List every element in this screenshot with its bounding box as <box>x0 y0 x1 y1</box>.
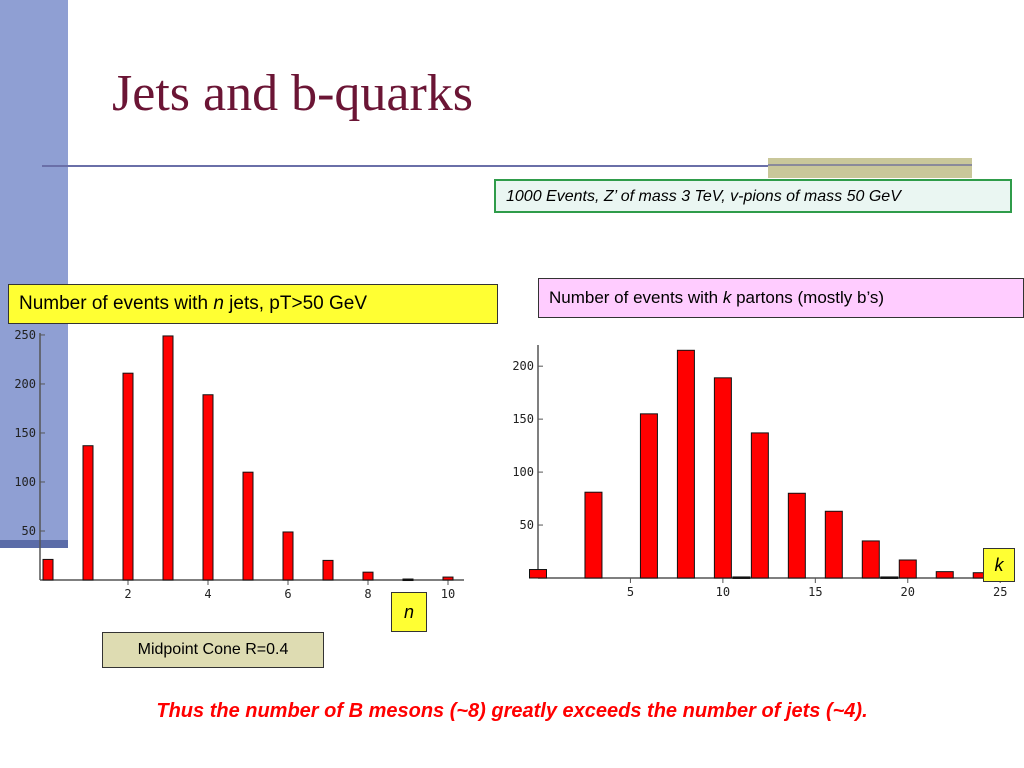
jets-bar <box>162 335 174 581</box>
partons-chart-label-prefix: Number of events with <box>549 288 723 307</box>
conclusion-text: Thus the number of B mesons (~8) greatly… <box>156 700 868 722</box>
event-info-box: 1000 Events, Z’ of mass 3 TeV, v-pions o… <box>494 179 1012 213</box>
left-accent-bar <box>0 0 68 548</box>
title-rule <box>42 165 972 167</box>
jets-bar <box>122 372 134 581</box>
partons-bar <box>880 576 899 579</box>
jets-y-tick-label: 200 <box>14 377 36 391</box>
partons-bar <box>713 377 732 579</box>
partons-bar <box>861 540 880 579</box>
jets-x-tick-label: 10 <box>441 587 455 601</box>
partons-y-tick-label: 100 <box>512 465 534 479</box>
partons-y-tick-label: 200 <box>512 359 534 373</box>
jets-y-tick-label: 100 <box>14 475 36 489</box>
k-axis-label: k <box>983 548 1015 582</box>
partons-chart-label-var: k <box>722 288 732 307</box>
jets-bar <box>362 571 374 581</box>
jets-bar <box>202 394 214 581</box>
partons-bar <box>639 413 658 579</box>
n-axis-label: n <box>391 592 427 632</box>
partons-chart-label: Number of events with k partons (mostly … <box>538 278 1024 318</box>
partons-bar <box>935 571 954 579</box>
jets-y-tick-label: 50 <box>22 524 36 538</box>
jets-y-tick-label: 150 <box>14 426 36 440</box>
partons-bar <box>584 491 603 579</box>
partons-x-tick-label: 25 <box>993 585 1007 599</box>
jets-bar <box>322 559 334 581</box>
partons-histogram: 50 100 150 200 5 10 15 20 25 <box>512 345 1015 599</box>
jets-bar <box>402 578 414 582</box>
jets-chart-label-var: n <box>213 293 224 314</box>
jets-x-tick-label: 4 <box>204 587 211 601</box>
jets-bar <box>82 445 94 581</box>
partons-bar <box>787 492 806 579</box>
partons-bar <box>898 559 917 579</box>
cone-algorithm-label: Midpoint Cone R=0.4 <box>102 632 324 668</box>
jets-chart-label-suffix: jets, pT>50 GeV <box>223 293 367 314</box>
partons-x-tick-label: 5 <box>627 585 634 599</box>
partons-x-tick-label: 15 <box>808 585 822 599</box>
left-accent-bar-edge <box>0 540 68 548</box>
partons-chart-label-suffix: partons (mostly b’s) <box>731 288 885 307</box>
jets-histogram: 50 100 150 200 250 2 4 6 8 10 <box>14 328 464 601</box>
jets-chart-label-prefix: Number of events with <box>19 293 214 314</box>
jets-bar <box>42 558 54 581</box>
partons-x-tick-label: 10 <box>716 585 730 599</box>
partons-x-tick-label: 20 <box>901 585 915 599</box>
title-rule-accent-line <box>768 164 972 166</box>
partons-bar <box>529 569 547 579</box>
partons-y-tick-label: 150 <box>512 412 534 426</box>
partons-y-tick-label: 50 <box>520 518 534 532</box>
partons-bar <box>732 576 751 579</box>
slide-title: Jets and b-quarks <box>112 65 474 122</box>
jets-x-tick-label: 2 <box>124 587 131 601</box>
partons-bar <box>750 432 769 579</box>
title-rule-accent <box>768 158 972 178</box>
jets-bar <box>242 471 254 581</box>
partons-bar <box>824 510 843 579</box>
jets-chart-label: Number of events with n jets, pT>50 GeV <box>8 284 498 324</box>
jets-bar <box>282 531 294 581</box>
jets-y-tick-label: 250 <box>14 328 36 342</box>
jets-x-tick-label: 6 <box>284 587 291 601</box>
partons-bar <box>676 349 695 579</box>
jets-bar <box>442 576 454 581</box>
jets-x-tick-label: 8 <box>364 587 371 601</box>
